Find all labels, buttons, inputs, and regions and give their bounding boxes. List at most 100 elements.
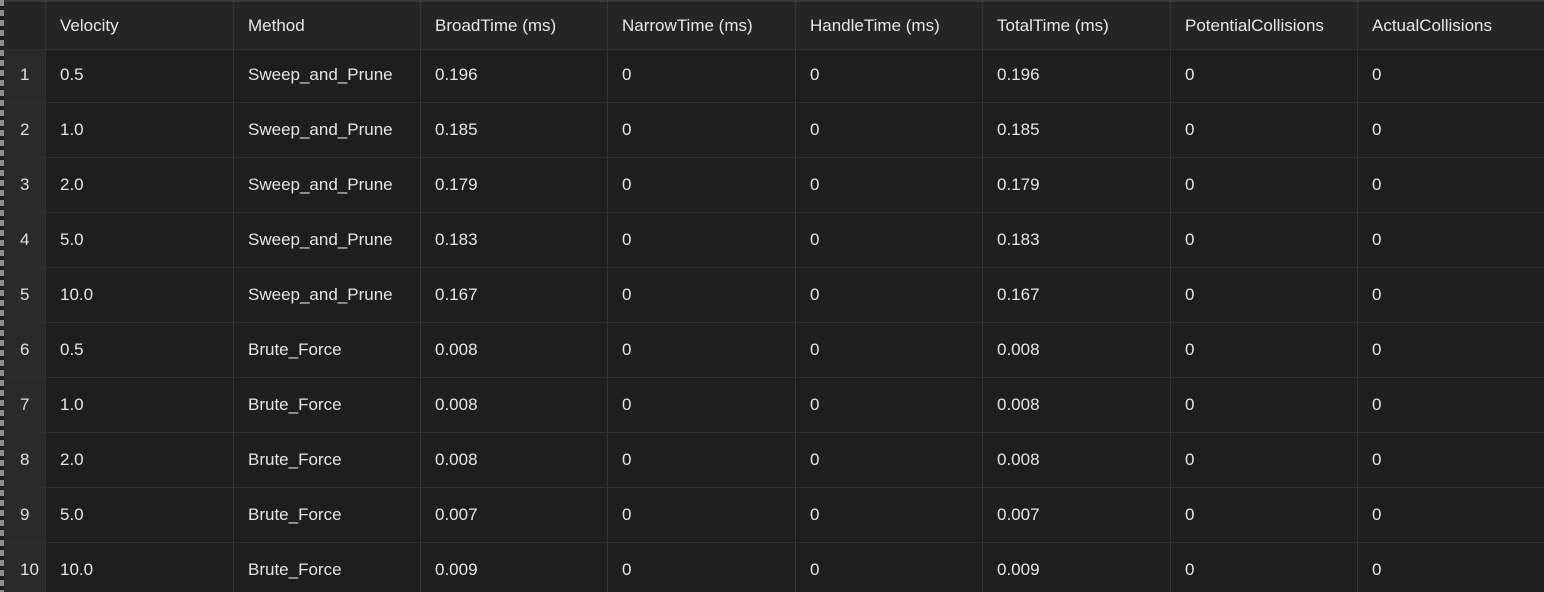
cell-velocity[interactable]: 1.0 xyxy=(46,103,234,157)
cell-handletime[interactable]: 0 xyxy=(796,103,983,157)
cell-velocity[interactable]: 5.0 xyxy=(46,488,234,542)
cell-narrowtime[interactable]: 0 xyxy=(608,433,796,487)
column-header-broadtime[interactable]: BroadTime (ms) xyxy=(421,2,608,49)
cell-actualcollisions[interactable]: 0 xyxy=(1372,340,1382,359)
cell-totaltime[interactable]: 0.167 xyxy=(983,268,1171,322)
cell-potentialcollisions[interactable]: 0 xyxy=(1171,213,1358,267)
table-row[interactable]: 4 5.0 Sweep_and_Prune 0.183 0 0 0.183 0 0 xyxy=(4,213,1544,268)
row-index-cell[interactable]: 2 xyxy=(4,103,46,157)
cell-narrowtime[interactable]: 0 xyxy=(608,213,796,267)
cell-method[interactable]: Brute_Force xyxy=(234,433,421,487)
table-row[interactable]: 3 2.0 Sweep_and_Prune 0.179 0 0 0.179 0 0 xyxy=(4,158,1544,213)
cell-potentialcollisions[interactable]: 0 xyxy=(1171,378,1358,432)
table-row[interactable]: 1 0.5 Sweep_and_Prune 0.196 0 0 0.196 0 0 xyxy=(4,48,1544,103)
row-index-cell[interactable]: 4 xyxy=(4,213,46,267)
table-row[interactable]: 5 10.0 Sweep_and_Prune 0.167 0 0 0.167 0 0 xyxy=(4,268,1544,323)
column-header-handletime[interactable]: HandleTime (ms) xyxy=(796,2,983,49)
cell-actualcollisions[interactable]: 0 xyxy=(1372,120,1382,139)
cell-narrowtime[interactable]: 0 xyxy=(608,543,796,592)
cell-potentialcollisions[interactable]: 0 xyxy=(1171,488,1358,542)
cell-velocity[interactable]: 5.0 xyxy=(46,213,234,267)
cell-narrowtime[interactable]: 0 xyxy=(608,323,796,377)
cell-velocity[interactable]: 2.0 xyxy=(46,433,234,487)
cell-totaltime[interactable]: 0.185 xyxy=(983,103,1171,157)
row-index-cell[interactable]: 5 xyxy=(4,268,46,322)
cell-method[interactable]: Brute_Force xyxy=(234,323,421,377)
cell-narrowtime[interactable]: 0 xyxy=(608,378,796,432)
cell-method[interactable]: Brute_Force xyxy=(234,543,421,592)
cell-potentialcollisions[interactable]: 0 xyxy=(1171,543,1358,592)
cell-method[interactable]: Sweep_and_Prune xyxy=(234,48,421,102)
cell-totaltime[interactable]: 0.179 xyxy=(983,158,1171,212)
cell-narrowtime[interactable]: 0 xyxy=(608,48,796,102)
row-index-cell[interactable]: 8 xyxy=(4,433,46,487)
row-index-cell[interactable]: 6 xyxy=(4,323,46,377)
cell-handletime[interactable]: 0 xyxy=(796,158,983,212)
cell-broadtime[interactable]: 0.007 xyxy=(421,488,608,542)
column-header-velocity[interactable]: Velocity xyxy=(46,2,234,49)
cell-method[interactable]: Sweep_and_Prune xyxy=(234,158,421,212)
table-row[interactable]: 2 1.0 Sweep_and_Prune 0.185 0 0 0.185 0 0 xyxy=(4,103,1544,158)
corner-cell[interactable] xyxy=(4,2,46,49)
cell-narrowtime[interactable]: 0 xyxy=(608,158,796,212)
cell-handletime[interactable]: 0 xyxy=(796,378,983,432)
cell-potentialcollisions[interactable]: 0 xyxy=(1171,158,1358,212)
cell-broadtime[interactable]: 0.008 xyxy=(421,378,608,432)
column-header-method[interactable]: Method xyxy=(234,2,421,49)
cell-narrowtime[interactable]: 0 xyxy=(608,103,796,157)
cell-actualcollisions[interactable]: 0 xyxy=(1372,505,1382,524)
column-header-totaltime[interactable]: TotalTime (ms) xyxy=(983,2,1171,49)
cell-narrowtime[interactable]: 0 xyxy=(608,488,796,542)
table-row[interactable]: 10 10.0 Brute_Force 0.009 0 0 0.009 0 0 xyxy=(4,543,1544,592)
cell-velocity[interactable]: 0.5 xyxy=(46,48,234,102)
cell-handletime[interactable]: 0 xyxy=(796,323,983,377)
cell-totaltime[interactable]: 0.008 xyxy=(983,433,1171,487)
cell-velocity[interactable]: 10.0 xyxy=(46,268,234,322)
cell-velocity[interactable]: 0.5 xyxy=(46,323,234,377)
cell-method[interactable]: Sweep_and_Prune xyxy=(234,213,421,267)
cell-actualcollisions[interactable]: 0 xyxy=(1372,395,1382,414)
cell-method[interactable]: Brute_Force xyxy=(234,488,421,542)
row-index-cell[interactable]: 1 xyxy=(4,48,46,102)
table-row[interactable]: 9 5.0 Brute_Force 0.007 0 0 0.007 0 0 xyxy=(4,488,1544,543)
cell-broadtime[interactable]: 0.167 xyxy=(421,268,608,322)
cell-actualcollisions[interactable]: 0 xyxy=(1372,450,1382,469)
cell-handletime[interactable]: 0 xyxy=(796,48,983,102)
table-row[interactable]: 8 2.0 Brute_Force 0.008 0 0 0.008 0 0 xyxy=(4,433,1544,488)
cell-potentialcollisions[interactable]: 0 xyxy=(1171,433,1358,487)
cell-actualcollisions[interactable]: 0 xyxy=(1372,65,1382,84)
cell-handletime[interactable]: 0 xyxy=(796,433,983,487)
column-header-narrowtime[interactable]: NarrowTime (ms) xyxy=(608,2,796,49)
cell-potentialcollisions[interactable]: 0 xyxy=(1171,268,1358,322)
cell-potentialcollisions[interactable]: 0 xyxy=(1171,103,1358,157)
cell-totaltime[interactable]: 0.196 xyxy=(983,48,1171,102)
column-header-actualcollisions[interactable]: ActualCollisions xyxy=(1372,15,1492,35)
cell-totaltime[interactable]: 0.008 xyxy=(983,378,1171,432)
cell-potentialcollisions[interactable]: 0 xyxy=(1171,48,1358,102)
column-header-potentialcollisions[interactable]: PotentialCollisions xyxy=(1171,2,1358,49)
cell-potentialcollisions[interactable]: 0 xyxy=(1171,323,1358,377)
cell-actualcollisions[interactable]: 0 xyxy=(1372,230,1382,249)
cell-method[interactable]: Sweep_and_Prune xyxy=(234,103,421,157)
cell-actualcollisions[interactable]: 0 xyxy=(1372,175,1382,194)
cell-totaltime[interactable]: 0.183 xyxy=(983,213,1171,267)
row-index-cell[interactable]: 10 xyxy=(4,543,46,592)
cell-narrowtime[interactable]: 0 xyxy=(608,268,796,322)
cell-velocity[interactable]: 1.0 xyxy=(46,378,234,432)
row-index-cell[interactable]: 3 xyxy=(4,158,46,212)
cell-totaltime[interactable]: 0.008 xyxy=(983,323,1171,377)
row-index-cell[interactable]: 7 xyxy=(4,378,46,432)
cell-handletime[interactable]: 0 xyxy=(796,488,983,542)
table-row[interactable]: 7 1.0 Brute_Force 0.008 0 0 0.008 0 0 xyxy=(4,378,1544,433)
cell-handletime[interactable]: 0 xyxy=(796,213,983,267)
cell-broadtime[interactable]: 0.179 xyxy=(421,158,608,212)
cell-method[interactable]: Brute_Force xyxy=(234,378,421,432)
cell-broadtime[interactable]: 0.183 xyxy=(421,213,608,267)
cell-velocity[interactable]: 2.0 xyxy=(46,158,234,212)
cell-method[interactable]: Sweep_and_Prune xyxy=(234,268,421,322)
cell-broadtime[interactable]: 0.008 xyxy=(421,323,608,377)
cell-handletime[interactable]: 0 xyxy=(796,268,983,322)
cell-handletime[interactable]: 0 xyxy=(796,543,983,592)
row-index-cell[interactable]: 9 xyxy=(4,488,46,542)
cell-actualcollisions[interactable]: 0 xyxy=(1372,285,1382,304)
